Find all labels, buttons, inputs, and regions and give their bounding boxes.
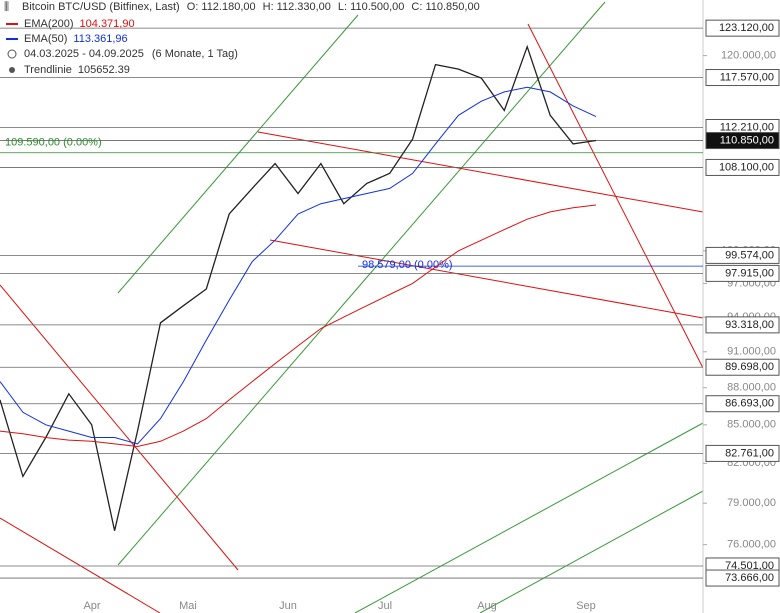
level-label: 110.850,00 bbox=[720, 134, 774, 146]
level-label: 123.120,00 bbox=[719, 22, 774, 34]
level-box bbox=[705, 444, 780, 462]
header-text: Bitcoin BTC/USD (Bitfinex, Last) bbox=[22, 1, 180, 13]
period-note: (6 Monate, 1 Tag) bbox=[152, 48, 238, 60]
series-line bbox=[0, 86, 597, 445]
annotation-label: 109.590,00 (0.00%) bbox=[5, 137, 102, 149]
series-line bbox=[0, 44, 597, 531]
legend-value: 113.361,96 bbox=[73, 33, 127, 45]
level-label: 99.574,00 bbox=[725, 249, 774, 261]
level-label: 73.666,00 bbox=[725, 572, 774, 584]
level-label: 74.501,00 bbox=[725, 560, 774, 572]
legend-icon bbox=[7, 49, 17, 59]
level-box bbox=[705, 19, 780, 37]
y-tick-label: 120.000,00 bbox=[721, 50, 776, 62]
level-label: 89.698,00 bbox=[725, 361, 774, 373]
annotation-label: 98.579,00 (0.00%) bbox=[362, 259, 453, 271]
level-box bbox=[705, 158, 780, 176]
level-box bbox=[705, 395, 780, 413]
header: Bitcoin BTC/USD (Bitfinex, Last) O: 112.1… bbox=[4, 1, 480, 76]
y-tick-label: 76.000,00 bbox=[727, 539, 776, 551]
trendline-name: Trendlinie bbox=[24, 64, 72, 76]
level-label: 93.318,00 bbox=[725, 319, 774, 331]
x-tick-label: Jun bbox=[279, 600, 297, 612]
legend-value: 104.371,90 bbox=[80, 18, 135, 30]
header-icon: ⫼ bbox=[4, 1, 9, 13]
trendline-value: 105652.39 bbox=[78, 64, 130, 76]
legend-name: EMA(50) bbox=[24, 33, 67, 45]
level-label: 112.210,00 bbox=[720, 121, 774, 133]
x-tick-label: Aug bbox=[477, 600, 497, 612]
legend-name: EMA(200) bbox=[24, 18, 74, 30]
x-tick-label: Jul bbox=[378, 600, 392, 612]
header-text: H: 112.330,00 bbox=[263, 1, 331, 13]
level-label: 117.570,00 bbox=[720, 71, 774, 83]
x-tick-label: Mai bbox=[179, 600, 197, 612]
level-box bbox=[705, 69, 780, 87]
series-line bbox=[0, 204, 597, 448]
trend-lines bbox=[0, 1, 704, 613]
y-tick-label: 79.000,00 bbox=[727, 497, 776, 509]
level-box bbox=[705, 569, 780, 587]
header-text: C: 110.850,00 bbox=[411, 1, 479, 13]
header-text: L: 110.500,00 bbox=[338, 1, 404, 13]
level-label: 108.100,00 bbox=[719, 161, 774, 173]
header-text: O: 112.180,00 bbox=[187, 1, 256, 13]
level-box bbox=[705, 264, 780, 282]
level-box bbox=[705, 246, 780, 264]
level-box bbox=[705, 358, 780, 376]
y-tick-label: 91.000,00 bbox=[727, 346, 776, 358]
legend-icon bbox=[9, 67, 15, 73]
y-tick-label: 88.000,00 bbox=[727, 382, 776, 394]
level-box bbox=[705, 132, 780, 150]
x-tick-label: Apr bbox=[83, 600, 100, 612]
level-box bbox=[705, 316, 780, 334]
period: 04.03.2025 - 04.09.2025 bbox=[24, 48, 144, 60]
y-tick-label: 85.000,00 bbox=[727, 419, 776, 431]
x-tick-label: Sep bbox=[576, 600, 596, 612]
level-label: 86.693,00 bbox=[725, 398, 774, 410]
level-label: 97.915,00 bbox=[725, 267, 774, 279]
level-label: 82.761,00 bbox=[725, 447, 774, 459]
